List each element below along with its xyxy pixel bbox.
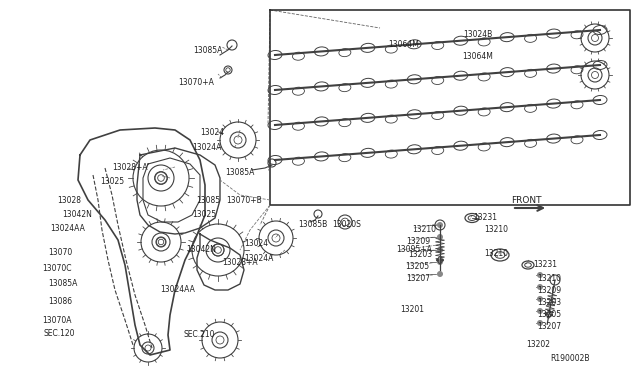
Text: 13024A: 13024A — [244, 254, 273, 263]
Text: 13210: 13210 — [484, 225, 508, 234]
Text: 13042N: 13042N — [62, 210, 92, 219]
Text: 13085: 13085 — [196, 196, 220, 205]
Circle shape — [436, 259, 439, 262]
Text: 13210: 13210 — [412, 225, 436, 234]
Text: 13202: 13202 — [526, 340, 550, 349]
Circle shape — [537, 308, 543, 314]
Text: 13024AA: 13024AA — [50, 224, 85, 233]
Text: 13231: 13231 — [473, 213, 497, 222]
Text: 13210: 13210 — [484, 249, 508, 258]
Text: 13203: 13203 — [537, 298, 561, 307]
Text: 13070C: 13070C — [42, 264, 72, 273]
Circle shape — [537, 320, 543, 326]
Text: 13024A: 13024A — [192, 143, 221, 152]
Text: 13025: 13025 — [192, 210, 216, 219]
Text: 13203: 13203 — [408, 250, 432, 259]
Text: 13085B: 13085B — [298, 220, 327, 229]
Text: 13064M: 13064M — [388, 40, 419, 49]
Text: 13024AA: 13024AA — [160, 285, 195, 294]
Circle shape — [437, 271, 443, 277]
Circle shape — [437, 222, 443, 228]
Circle shape — [537, 272, 543, 278]
Text: SEC.120: SEC.120 — [44, 329, 76, 338]
Text: FRONT: FRONT — [511, 196, 541, 205]
Text: 13028: 13028 — [57, 196, 81, 205]
Circle shape — [437, 247, 443, 253]
Text: 13070+A: 13070+A — [178, 78, 214, 87]
Text: 13024: 13024 — [244, 239, 268, 248]
Text: 13205: 13205 — [537, 310, 561, 319]
Text: SEC.210: SEC.210 — [184, 330, 216, 339]
Text: 13209: 13209 — [537, 286, 561, 295]
Text: 13085A: 13085A — [193, 46, 222, 55]
Text: 13085A: 13085A — [225, 168, 254, 177]
Text: 13086: 13086 — [48, 297, 72, 306]
Text: 13207: 13207 — [406, 274, 430, 283]
Text: 13210: 13210 — [537, 274, 561, 283]
Circle shape — [537, 284, 543, 290]
Text: 13024: 13024 — [200, 128, 224, 137]
Circle shape — [550, 314, 553, 317]
Text: 13085A: 13085A — [48, 279, 77, 288]
Text: 13070A: 13070A — [42, 316, 72, 325]
Circle shape — [437, 234, 443, 240]
Text: 13205: 13205 — [405, 262, 429, 271]
Text: 13024B: 13024B — [463, 30, 492, 39]
Text: 13201: 13201 — [400, 305, 424, 314]
Text: 13025: 13025 — [100, 177, 124, 186]
Text: 13042N: 13042N — [186, 245, 216, 254]
Text: 13231: 13231 — [533, 260, 557, 269]
Text: 13207: 13207 — [537, 322, 561, 331]
Text: 13095+A: 13095+A — [396, 245, 432, 254]
Text: 13209: 13209 — [406, 237, 430, 246]
Circle shape — [545, 312, 548, 315]
Circle shape — [441, 259, 444, 262]
Text: 13028+A: 13028+A — [112, 163, 148, 172]
Text: 13020S: 13020S — [332, 220, 361, 229]
Text: R190002B: R190002B — [550, 354, 589, 363]
Text: 13028+A: 13028+A — [222, 258, 258, 267]
Text: 13070+B: 13070+B — [226, 196, 262, 205]
Circle shape — [437, 259, 443, 265]
Circle shape — [537, 296, 543, 302]
Text: 13064M: 13064M — [462, 52, 493, 61]
Text: 13070: 13070 — [48, 248, 72, 257]
